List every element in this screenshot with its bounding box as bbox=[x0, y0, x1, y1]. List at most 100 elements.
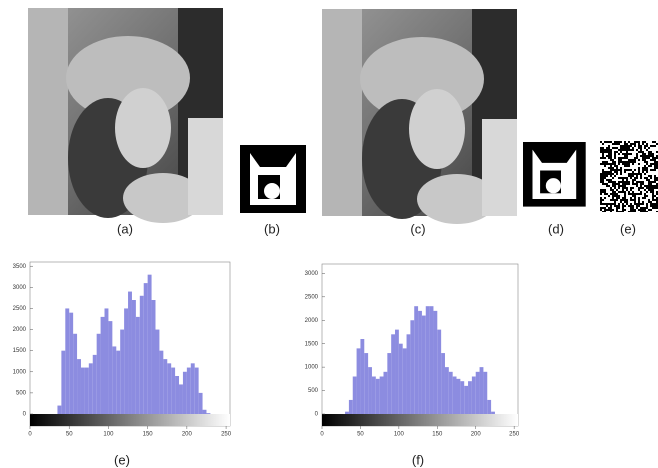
y-tick-label: 1000 bbox=[13, 369, 27, 375]
noise-pixel bbox=[604, 145, 606, 147]
noise-pixel bbox=[642, 165, 644, 167]
noise-pixel bbox=[632, 203, 634, 205]
bar bbox=[179, 384, 183, 414]
noise-pixel bbox=[612, 153, 614, 155]
noise-pixel bbox=[642, 175, 644, 177]
bar bbox=[352, 376, 357, 414]
bar bbox=[69, 312, 74, 414]
bar bbox=[175, 376, 180, 414]
noise-pixel bbox=[632, 167, 634, 169]
noise-pixel bbox=[624, 203, 626, 205]
noise-pixel bbox=[638, 157, 640, 159]
noise-pixel bbox=[602, 205, 604, 207]
bar bbox=[57, 405, 62, 414]
x-tick-label: 50 bbox=[357, 432, 364, 438]
noise-pixel bbox=[642, 145, 644, 147]
noise-pixel bbox=[608, 205, 610, 207]
noise-pixel bbox=[620, 203, 622, 205]
noise-pixel bbox=[650, 197, 652, 199]
noise-pixel bbox=[652, 211, 654, 213]
noise-pixel bbox=[634, 165, 636, 167]
noise-pixel bbox=[630, 171, 632, 173]
noise-pixel bbox=[620, 175, 622, 177]
noise-pixel bbox=[608, 175, 610, 177]
caption: (e) bbox=[114, 452, 130, 467]
noise-pixel bbox=[654, 147, 656, 149]
noise-pixel bbox=[656, 171, 658, 173]
noise-pixel bbox=[656, 147, 658, 149]
bar bbox=[135, 316, 140, 414]
bar bbox=[171, 367, 176, 414]
noise-pixel bbox=[652, 177, 654, 179]
noise-pixel bbox=[656, 175, 658, 177]
noise-pixel bbox=[640, 141, 642, 143]
noise-pixel bbox=[612, 205, 614, 207]
noise-pixel bbox=[616, 157, 618, 159]
noise-pixel bbox=[604, 153, 606, 155]
noise-pixel bbox=[618, 201, 620, 203]
noise-pixel bbox=[628, 167, 630, 169]
noise-pixel bbox=[600, 143, 602, 145]
noise-pixel bbox=[652, 147, 654, 149]
noise-pixel bbox=[628, 187, 630, 189]
noise-pixel bbox=[654, 201, 656, 203]
y-tick-label: 3000 bbox=[305, 271, 319, 277]
noise-pixel bbox=[616, 185, 618, 187]
noise-pixel bbox=[648, 141, 650, 143]
noise-pixel bbox=[652, 165, 654, 167]
bar bbox=[100, 316, 105, 414]
x-tick-label: 0 bbox=[28, 432, 32, 438]
noise-pixel bbox=[624, 179, 626, 181]
noise-pixel bbox=[626, 195, 628, 197]
noise-pixel bbox=[644, 191, 646, 193]
bar bbox=[375, 378, 380, 414]
noise-pixel bbox=[608, 201, 610, 203]
noise-pixel bbox=[644, 199, 646, 201]
bar bbox=[345, 411, 349, 414]
noise-pixel bbox=[608, 193, 610, 195]
noise-pixel bbox=[624, 189, 626, 191]
noise-pixel bbox=[622, 165, 624, 167]
noise-pixel bbox=[604, 187, 606, 189]
image-original bbox=[28, 8, 223, 223]
noise-pixel bbox=[654, 191, 656, 193]
noise-pixel bbox=[610, 147, 612, 149]
noise-pixel bbox=[628, 197, 630, 199]
noise-pixel bbox=[616, 177, 618, 179]
noise-pixel bbox=[634, 167, 636, 169]
noise-pixel bbox=[606, 207, 608, 209]
noise-pixel bbox=[616, 145, 618, 147]
noise-pixel bbox=[634, 153, 636, 155]
noise-pixel bbox=[646, 209, 648, 211]
noise-pixel bbox=[654, 197, 656, 199]
noise-pixel bbox=[604, 169, 606, 171]
noise-pixel bbox=[616, 149, 618, 151]
noise-pixel bbox=[612, 151, 614, 153]
noise-pixel bbox=[612, 171, 614, 173]
noise-pixel bbox=[656, 173, 658, 175]
noise-pixel bbox=[636, 167, 638, 169]
bar bbox=[182, 371, 187, 414]
noise-pixel bbox=[602, 193, 604, 195]
colorbar bbox=[322, 414, 518, 426]
noise-pixel bbox=[654, 173, 656, 175]
bar bbox=[460, 381, 465, 414]
noise-pixel bbox=[626, 205, 628, 207]
noise-pixel bbox=[634, 189, 636, 191]
noise-pixel bbox=[612, 207, 614, 209]
noise-pixel bbox=[620, 195, 622, 197]
noise-pixel bbox=[634, 163, 636, 165]
bar bbox=[456, 378, 461, 414]
noise-pixel bbox=[640, 169, 642, 171]
noise-pixel bbox=[636, 211, 638, 213]
noise-pixel bbox=[654, 189, 656, 191]
noise-pixel bbox=[648, 207, 650, 209]
noise-pixel bbox=[644, 179, 646, 181]
noise-pixel bbox=[636, 163, 638, 165]
bar bbox=[167, 363, 172, 414]
bar bbox=[425, 306, 430, 414]
noise-pixel bbox=[628, 209, 630, 211]
noise-pixel bbox=[626, 167, 628, 169]
noise-pixel bbox=[600, 161, 602, 163]
noise-pixel bbox=[636, 169, 638, 171]
